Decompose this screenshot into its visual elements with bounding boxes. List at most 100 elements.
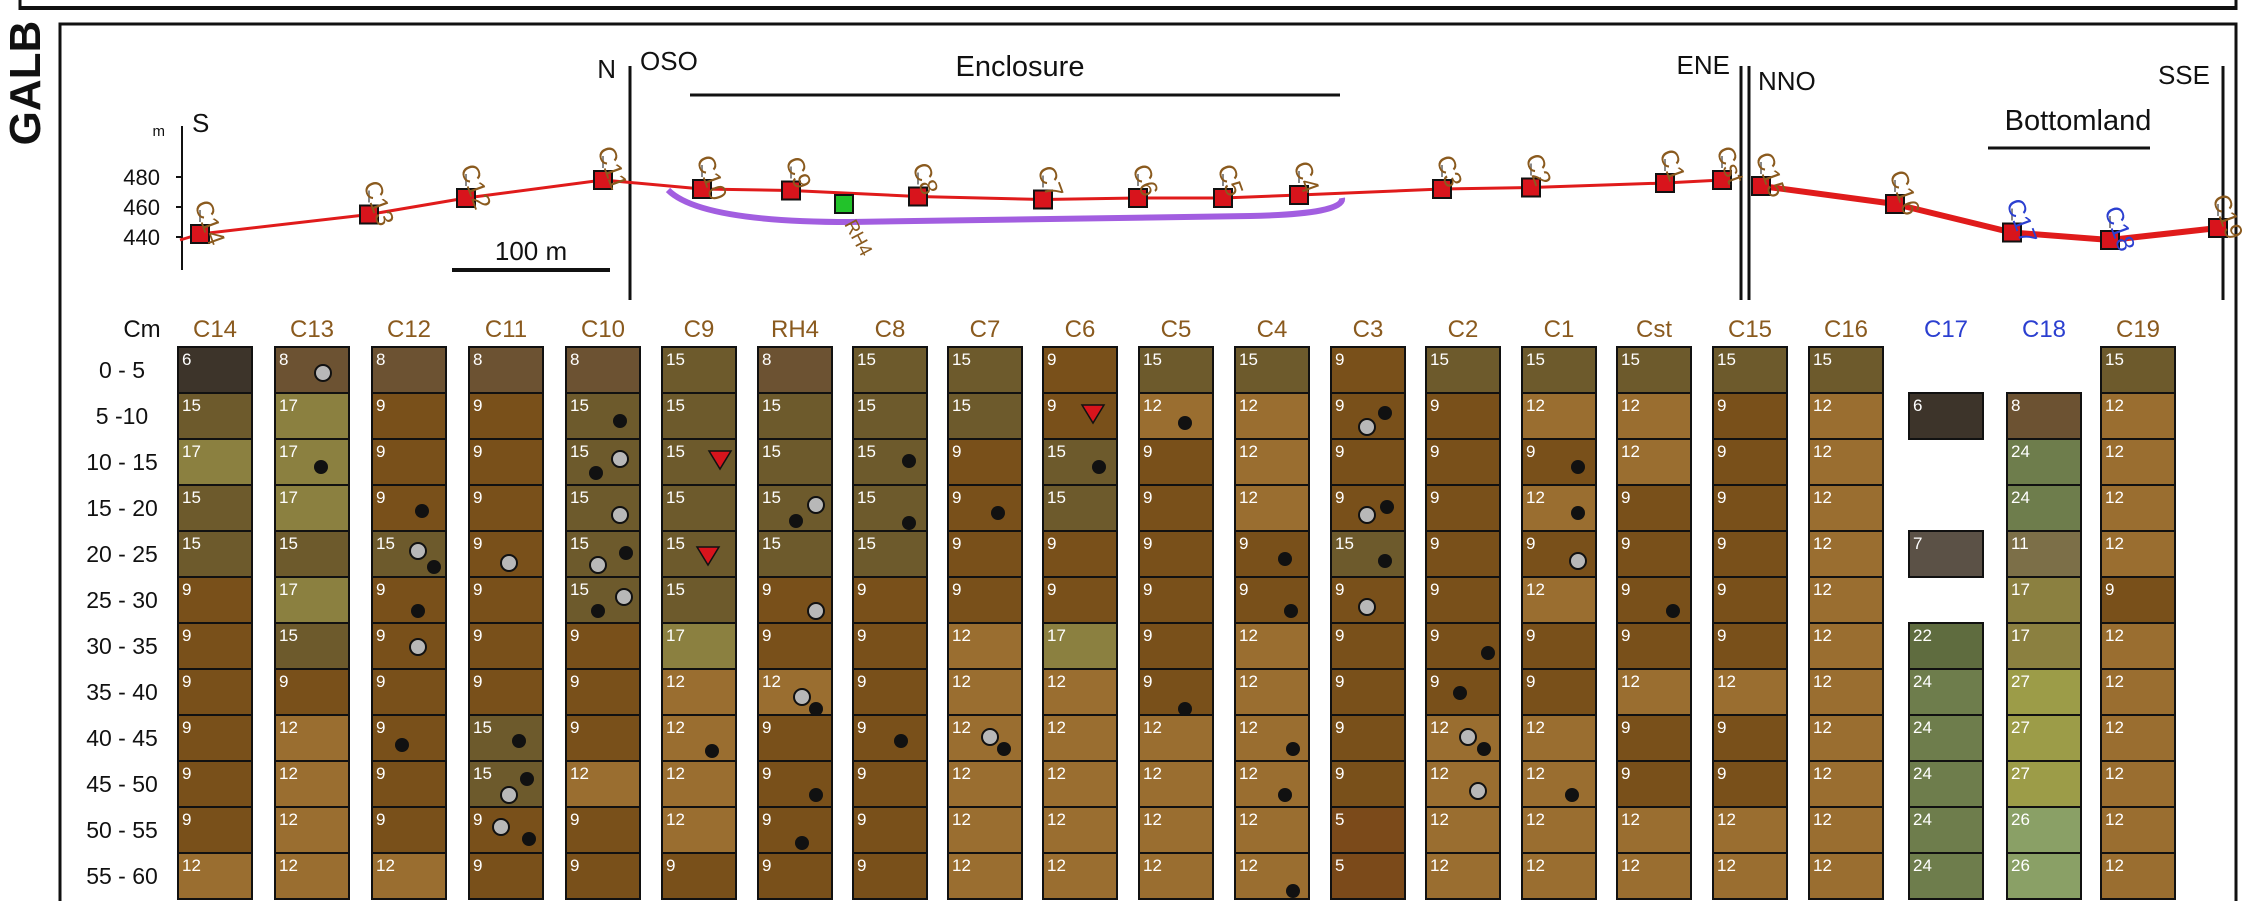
core-cell-value: 9	[2105, 580, 2114, 599]
black-dot-symbol	[1284, 604, 1298, 618]
core-cell-value: 9	[473, 856, 482, 875]
core-cell-value: 6	[182, 350, 191, 369]
black-dot-symbol	[512, 734, 526, 748]
black-dot-symbol	[902, 454, 916, 468]
black-dot-symbol	[997, 742, 1011, 756]
core-cell-value: 9	[1239, 580, 1248, 599]
core-cell	[1908, 806, 1984, 854]
core-cell	[947, 484, 1023, 532]
core-cell-value: 12	[1621, 856, 1640, 875]
core-marker-c7	[1033, 189, 1053, 210]
black-dot-symbol	[613, 414, 627, 428]
core-cell	[1808, 530, 1884, 578]
core-cell-value: 9	[952, 442, 961, 461]
core-cell-value: 15	[279, 534, 298, 553]
core-cell	[1425, 806, 1501, 854]
core-cell	[468, 346, 544, 394]
core-cell	[565, 346, 641, 394]
core-marker-c5	[1213, 188, 1233, 208]
elevation-transect: 480 460 440 m S N OSO ENE NNO SSE Enclosure Bottoml…	[123, 46, 2248, 300]
core-cell	[1425, 852, 1501, 900]
core-cell-value: 12	[1813, 442, 1832, 461]
core-cell-value: 9	[182, 764, 191, 783]
core-cell-value: 8	[473, 350, 482, 369]
red-triangle-symbol	[707, 450, 733, 471]
core-cell-value: 24	[1913, 764, 1932, 783]
core-cell-value: 12	[1239, 764, 1258, 783]
core-cell-value: 9	[570, 672, 579, 691]
core-cell	[1712, 760, 1788, 808]
depth-header: Cm	[123, 316, 160, 343]
core-cell-value: 12	[2105, 672, 2124, 691]
core-cell-value: 15	[182, 488, 201, 507]
core-cell-value: 12	[1143, 810, 1162, 829]
core-column-label: C17	[1924, 316, 1968, 343]
core-cell	[2100, 760, 2176, 808]
core-cell-value: 15	[570, 580, 589, 599]
core-cell-value: 9	[1047, 534, 1056, 553]
core-cell-value: 12	[2105, 856, 2124, 875]
core-cell	[274, 852, 350, 900]
core-cell-value: 12	[1047, 856, 1066, 875]
core-cell	[1330, 530, 1406, 578]
core-cell	[468, 622, 544, 670]
core-marker-c12	[456, 188, 476, 208]
core-column-label: RH4	[771, 316, 819, 343]
core-cell	[1042, 392, 1118, 440]
core-cell-value: 12	[666, 672, 685, 691]
gray-clast-symbol	[589, 556, 607, 574]
core-cell-value: 9	[1717, 626, 1726, 645]
depth-label: 20 - 25	[86, 541, 158, 567]
core-cell	[177, 438, 253, 486]
core-cell-value: 15	[570, 488, 589, 507]
core-cell-value: 17	[2011, 626, 2030, 645]
core-cell-value: 9	[1335, 396, 1344, 415]
black-dot-symbol	[1571, 460, 1585, 474]
core-column-label: C1	[1544, 316, 1575, 343]
core-cell	[2006, 714, 2082, 762]
depth-label: 40 - 45	[86, 725, 158, 751]
core-cell	[1521, 392, 1597, 440]
core-cell	[1908, 760, 1984, 808]
core-cell	[565, 806, 641, 854]
black-dot-symbol	[1278, 788, 1292, 802]
core-cell-value: 9	[182, 810, 191, 829]
core-cell	[852, 530, 928, 578]
depth-label: 35 - 40	[86, 679, 158, 705]
core-cell	[565, 392, 641, 440]
core-cell-value: 12	[1239, 488, 1258, 507]
core-cell-value: 9	[1717, 396, 1726, 415]
core-column-label: C5	[1161, 316, 1192, 343]
core-cell-value: 12	[666, 810, 685, 829]
gray-clast-symbol	[1469, 782, 1487, 800]
core-cell	[661, 714, 737, 762]
core-cell	[1808, 714, 1884, 762]
core-cell-value: 12	[952, 626, 971, 645]
core-cell-value: 9	[1335, 718, 1344, 737]
core-cell-value: 9	[376, 764, 385, 783]
core-cell-value: 12	[1813, 626, 1832, 645]
core-cell-value: 9	[857, 718, 866, 737]
black-dot-symbol	[427, 560, 441, 574]
core-cell-value: 27	[2011, 672, 2030, 691]
core-cell-value: 12	[1813, 718, 1832, 737]
gray-clast-symbol	[1358, 418, 1376, 436]
core-cell-value: 15	[857, 488, 876, 507]
core-cell-value: 9	[1143, 442, 1152, 461]
black-dot-symbol	[1286, 742, 1300, 756]
core-cell	[1712, 852, 1788, 900]
core-cell-value: 9	[952, 534, 961, 553]
core-cell	[1908, 852, 1984, 900]
core-cell-value: 9	[1047, 350, 1056, 369]
core-cell	[1138, 806, 1214, 854]
core-cell-value: 9	[182, 580, 191, 599]
core-cell-value: 9	[473, 580, 482, 599]
core-cell	[1616, 392, 1692, 440]
core-cell-value: 9	[473, 626, 482, 645]
core-cell	[1712, 668, 1788, 716]
core-cell-value: 17	[279, 488, 298, 507]
core-cell-value: 15	[666, 488, 685, 507]
core-cell-value: 12	[2105, 396, 2124, 415]
core-marker-c1	[1655, 173, 1675, 193]
core-cell-value: 15	[182, 534, 201, 553]
